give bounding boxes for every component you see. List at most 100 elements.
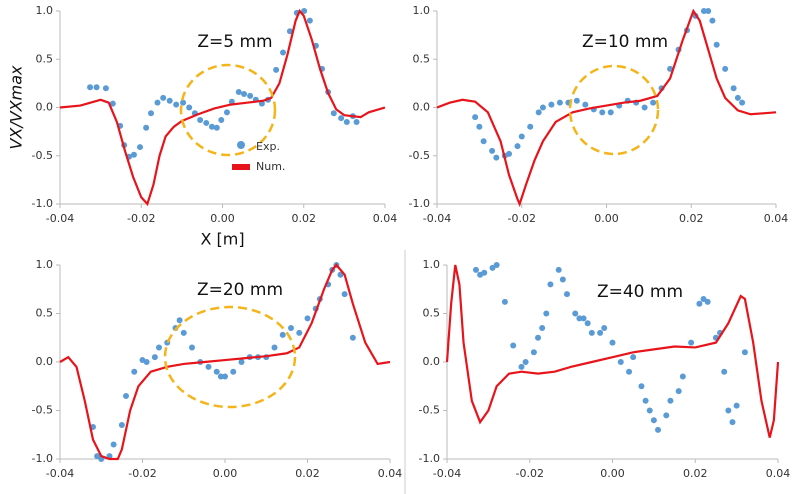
exp-point <box>186 104 193 111</box>
exp-point <box>472 114 479 121</box>
y-axis-label: VX/VXmax <box>7 65 26 150</box>
x-tick-label: -0.04 <box>46 212 74 225</box>
exp-point <box>655 426 662 433</box>
legend-swatch <box>237 141 245 149</box>
exp-point <box>543 310 550 317</box>
x-tick-label: 0.02 <box>679 212 704 225</box>
exp-point <box>203 119 210 126</box>
exp-point <box>143 124 150 131</box>
exp-point <box>481 269 488 276</box>
exp-point <box>563 291 570 298</box>
exp-point <box>87 84 94 91</box>
exp-point <box>650 417 657 424</box>
legend-label: Num. <box>256 160 285 173</box>
exp-point <box>733 402 740 409</box>
exp-point <box>160 94 167 101</box>
exp-point <box>741 349 748 356</box>
y-tick-label: 0.0 <box>423 355 441 368</box>
exp-point <box>547 281 554 288</box>
exp-point <box>506 150 513 157</box>
highlight-circle <box>179 63 277 157</box>
exp-point <box>306 17 313 24</box>
exp-point <box>572 310 579 317</box>
exp-point <box>222 373 228 380</box>
exp-point <box>722 65 729 72</box>
y-tick-label: 1.0 <box>36 258 54 271</box>
exp-point <box>304 315 311 322</box>
exp-point <box>559 276 566 283</box>
exp-point <box>288 325 294 332</box>
exp-point <box>93 84 100 91</box>
exp-point <box>729 419 736 426</box>
x-tick-label: 0.04 <box>378 467 403 480</box>
y-tick-label: 0.5 <box>413 52 431 65</box>
num-line <box>59 263 391 461</box>
exp-point <box>705 8 712 14</box>
y-tick-label: -0.5 <box>409 149 430 162</box>
exp-point <box>197 117 204 124</box>
exp-point <box>638 383 645 390</box>
exp-point <box>535 109 542 116</box>
legend-label: Exp. <box>256 140 280 153</box>
x-tick-label: 0.02 <box>683 467 708 480</box>
exp-point <box>247 92 254 99</box>
exp-point <box>280 49 287 56</box>
exp-point <box>238 359 245 365</box>
exp-point <box>279 331 286 338</box>
annotation: Z=5 mm <box>197 32 272 52</box>
x-tick-label: -0.02 <box>128 467 156 480</box>
y-tick-label: -1.0 <box>409 197 430 210</box>
exp-point <box>148 110 154 117</box>
y-tick-label: -1.0 <box>32 452 53 465</box>
exp-point <box>151 354 158 361</box>
y-tick-label: 0.5 <box>36 307 54 320</box>
exp-point <box>301 8 308 14</box>
exp-point <box>489 147 496 154</box>
y-tick-label: 0.0 <box>36 101 54 114</box>
exp-point <box>721 368 728 375</box>
exp-point <box>493 262 500 268</box>
exp-point <box>217 373 224 380</box>
exp-point <box>131 368 138 375</box>
exp-point <box>223 109 230 116</box>
x-tick-label: 0.04 <box>766 467 791 480</box>
x-tick-label: 0.00 <box>210 212 235 225</box>
exp-point <box>208 123 215 130</box>
exp-point <box>535 334 542 341</box>
y-tick-label: 1.0 <box>36 4 54 17</box>
x-tick-label: -0.02 <box>127 212 155 225</box>
exp-point <box>166 97 173 104</box>
exp-point <box>353 118 360 125</box>
x-tick-label: 0.04 <box>764 212 789 225</box>
exp-point <box>118 422 125 429</box>
exp-point <box>576 315 583 322</box>
exp-point <box>143 359 150 365</box>
exp-point <box>472 266 479 273</box>
exp-point <box>530 349 537 356</box>
exp-point <box>663 412 670 419</box>
exp-point <box>493 154 500 161</box>
exp-point <box>646 407 653 414</box>
exp-point <box>102 85 109 92</box>
x-tick-label: -0.04 <box>433 467 461 480</box>
exp-point <box>130 151 137 158</box>
x-tick-label: 0.00 <box>594 212 619 225</box>
exp-point <box>555 266 562 273</box>
y-tick-label: -0.5 <box>419 404 440 417</box>
exp-point <box>548 101 555 108</box>
exp-point <box>650 99 657 106</box>
num-line <box>445 264 780 438</box>
exp-point <box>343 118 350 125</box>
exp-point <box>156 344 162 351</box>
annotation: Z=20 mm <box>197 280 283 300</box>
exp-point <box>330 110 337 117</box>
x-tick-label: 0.00 <box>600 467 625 480</box>
x-tick-label: -0.04 <box>423 212 451 225</box>
exp-point <box>725 407 732 414</box>
y-tick-label: 0.5 <box>36 52 54 65</box>
exp-point <box>709 17 716 24</box>
exp-point <box>176 317 183 324</box>
exp-point <box>480 138 487 145</box>
exp-point <box>518 133 525 140</box>
exp-point <box>173 101 180 108</box>
